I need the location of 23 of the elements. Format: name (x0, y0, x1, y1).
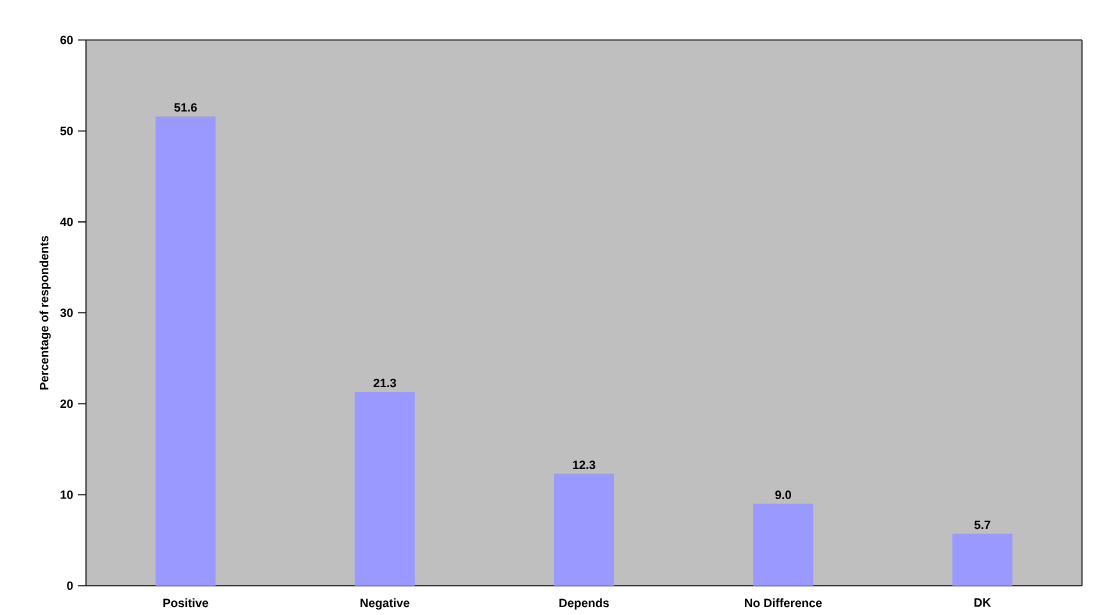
x-tick-label: Positive (163, 598, 209, 608)
bar (155, 116, 216, 586)
y-tick-label: 0 (67, 581, 73, 590)
bar (952, 533, 1013, 586)
x-tick-label: Negative (360, 598, 410, 610)
x-tick-label: No Difference (744, 598, 822, 608)
x-tick-label: Depends (559, 598, 609, 610)
y-tick-label: 30 (60, 308, 73, 318)
data-label: 12.3 (573, 460, 596, 470)
data-label: 5.7 (974, 520, 991, 530)
data-label: 51.6 (174, 103, 197, 112)
y-tick-label: 60 (60, 35, 73, 45)
data-label: 9.0 (775, 490, 792, 500)
y-tick-label: 10 (60, 490, 73, 499)
bar (354, 391, 415, 586)
x-tick-label: DK (974, 598, 991, 607)
y-tick-label: 40 (60, 217, 73, 227)
y-tick-label: 20 (60, 399, 73, 409)
y-tick-label: 50 (60, 126, 73, 136)
bar (554, 473, 614, 586)
y-axis-title: Percentage of respondents (39, 235, 51, 390)
data-label: 21.3 (373, 378, 397, 388)
bar (753, 503, 814, 586)
